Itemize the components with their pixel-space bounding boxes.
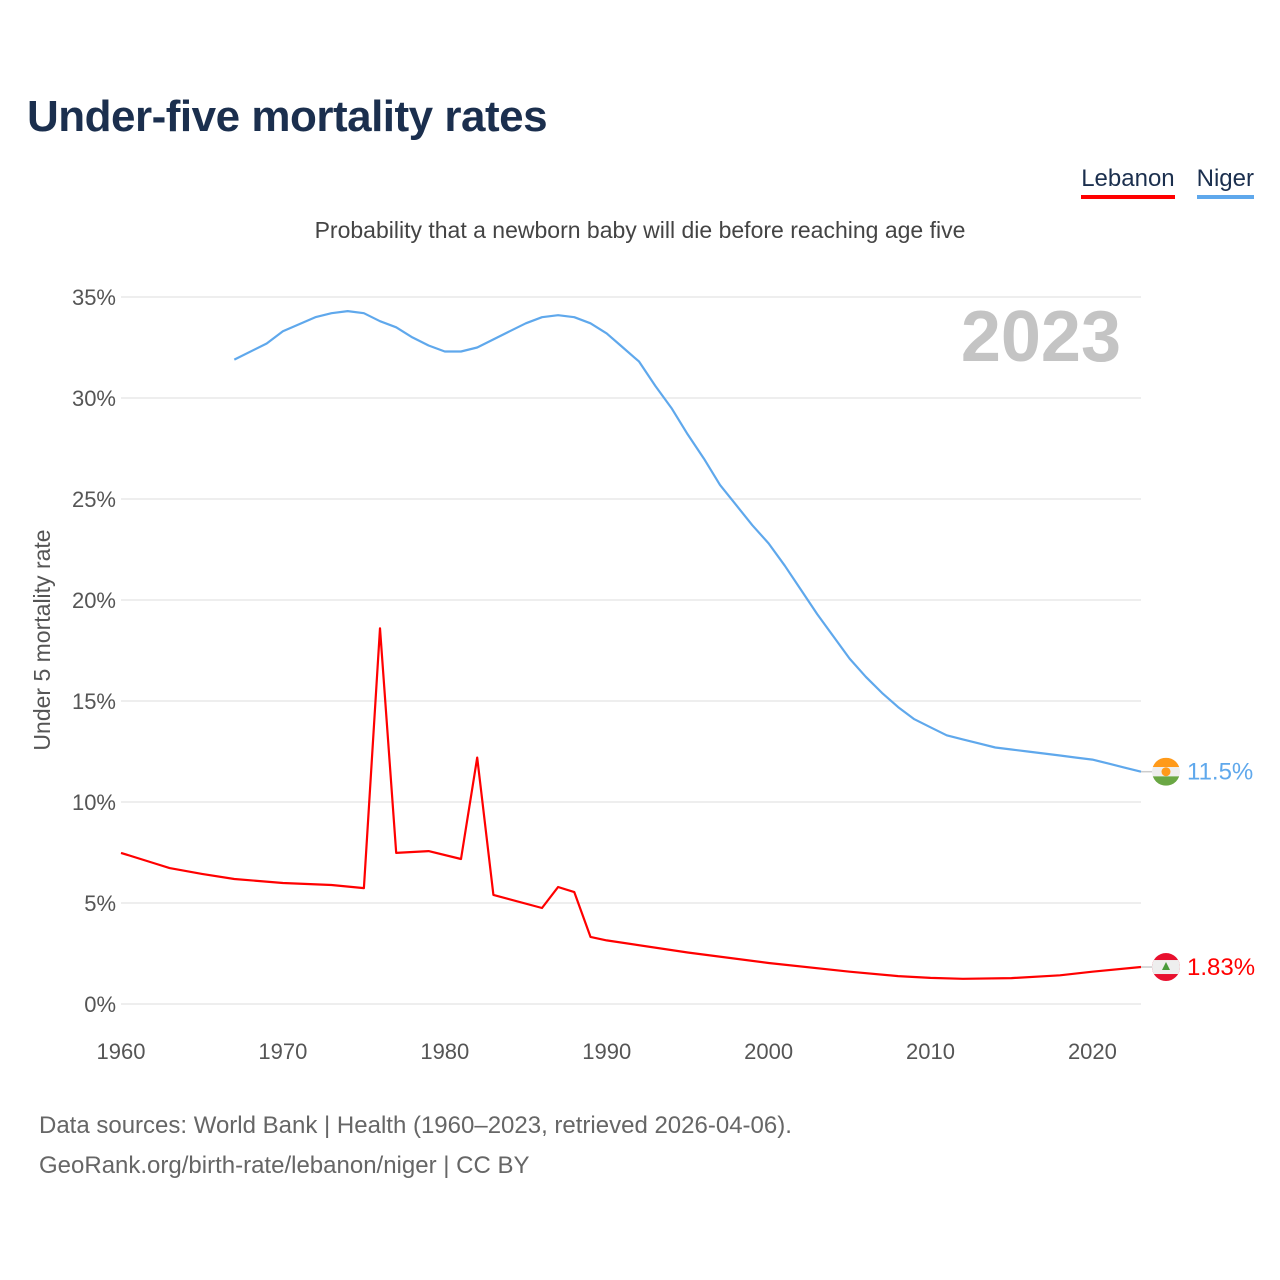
y-axis-label: Under 5 mortality rate <box>29 529 55 750</box>
end-label-niger: 11.5% <box>1187 759 1253 786</box>
source-note: Data sources: World Bank | Health (1960–… <box>39 1106 792 1186</box>
chart-title: Under-five mortality rates <box>27 92 548 141</box>
y-tick-label: 0% <box>84 992 116 1017</box>
legend-item-niger[interactable]: Niger <box>1196 165 1254 199</box>
source-line-1: Data sources: World Bank | Health (1960–… <box>39 1112 792 1139</box>
x-tick-label: 2010 <box>906 1039 955 1064</box>
flag-niger-icon <box>1152 757 1180 786</box>
legend: Lebanon Niger <box>1081 165 1254 199</box>
chart-subtitle: Probability that a newborn baby will die… <box>314 217 966 243</box>
year-watermark: 2023 <box>961 297 1121 377</box>
y-tick-label: 30% <box>72 386 116 411</box>
legend-item-lebanon[interactable]: Lebanon <box>1081 165 1175 199</box>
x-tick-label: 1990 <box>582 1039 631 1064</box>
end-label-lebanon: 1.83% <box>1187 954 1255 981</box>
y-tick-label: 35% <box>72 285 116 310</box>
series-line-lebanon <box>120 627 1142 980</box>
x-tick-label: 1960 <box>97 1039 146 1064</box>
y-tick-label: 25% <box>72 487 116 512</box>
flag-lebanon-icon <box>1152 953 1180 982</box>
x-tick-label: 2020 <box>1068 1039 1117 1064</box>
x-tick-label: 1970 <box>258 1039 307 1064</box>
x-tick-label: 2000 <box>744 1039 793 1064</box>
series-line-niger <box>233 310 1142 773</box>
y-tick-label: 15% <box>72 689 116 714</box>
y-tick-label: 20% <box>72 588 116 613</box>
y-tick-label: 5% <box>84 891 116 916</box>
source-line-2[interactable]: GeoRank.org/birth-rate/lebanon/niger | C… <box>39 1152 530 1179</box>
y-tick-label: 10% <box>72 790 116 815</box>
x-tick-label: 1980 <box>420 1039 469 1064</box>
